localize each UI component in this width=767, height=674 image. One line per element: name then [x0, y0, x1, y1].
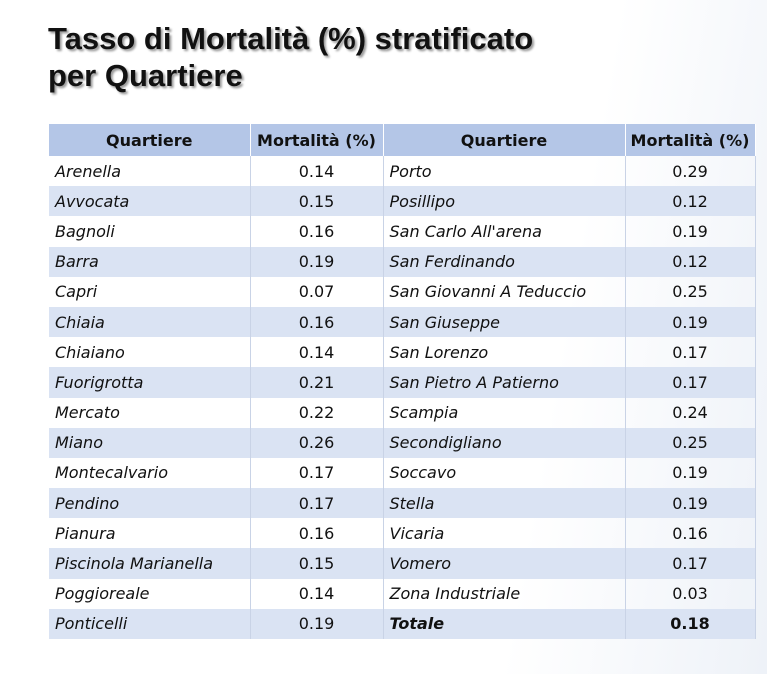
table-row: Avvocata 0.15 Posillipo 0.12	[49, 186, 756, 217]
table-row: Pianura 0.16 Vicaria 0.16	[49, 518, 756, 549]
district-cell: San Pietro A Patierno	[383, 367, 626, 398]
district-cell: Chiaia	[49, 306, 251, 338]
district-cell: Vomero	[383, 548, 626, 579]
district-cell: Pendino	[49, 488, 251, 519]
mortality-cell: 0.19	[625, 488, 756, 519]
column-header: Mortalità (%)	[250, 124, 384, 156]
district-cell: San Carlo All'arena	[383, 216, 626, 247]
mortality-cell: 0.17	[250, 457, 384, 489]
title-line: per Quartiere	[48, 58, 243, 93]
table-row: Fuorigrotta 0.21 San Pietro A Patierno 0.17	[49, 367, 756, 398]
table-row: Arenella 0.14 Porto 0.29	[49, 156, 756, 187]
mortality-cell: 0.16	[250, 306, 384, 338]
table-row: Bagnoli 0.16 San Carlo All'arena 0.19	[49, 216, 756, 247]
district-cell: Bagnoli	[49, 216, 251, 247]
header-row: Quartiere Mortalità (%) Quartiere Mortalità…	[49, 124, 756, 156]
title: Tasso di Mortalità (%) stratificato per …	[48, 20, 533, 94]
mortality-cell: 0.07	[250, 276, 384, 307]
mortality-cell: 0.19	[625, 216, 756, 247]
mortality-table: Quartiere Mortalità (%) Quartiere Mortalità…	[49, 124, 756, 639]
district-cell: Mercato	[49, 397, 251, 428]
mortality-cell: 0.16	[250, 518, 384, 549]
mortality-cell: 0.15	[250, 548, 384, 579]
district-cell: Soccavo	[383, 457, 626, 489]
mortality-cell: 0.19	[625, 306, 756, 338]
mortality-cell: 0.19	[250, 246, 384, 277]
district-cell: Miano	[49, 427, 251, 458]
district-cell: Poggioreale	[49, 578, 251, 609]
district-cell: Posillipo	[383, 186, 626, 217]
table-row: Mercato 0.22 Scampia 0.24	[49, 397, 756, 428]
district-cell: Porto	[383, 156, 626, 187]
table-row: Chiaiano 0.14 San Lorenzo 0.17	[49, 337, 756, 368]
mortality-cell: 0.19	[625, 457, 756, 489]
mortality-cell: 0.24	[625, 397, 756, 428]
district-cell: Chiaiano	[49, 337, 251, 368]
mortality-cell: 0.17	[625, 367, 756, 398]
mortality-cell: 0.12	[625, 246, 756, 277]
mortality-cell: 0.03	[625, 578, 756, 609]
district-cell: Avvocata	[49, 186, 251, 217]
mortality-cell: 0.14	[250, 337, 384, 368]
mortality-cell: 0.22	[250, 397, 384, 428]
table-row: Ponticelli 0.19 Totale 0.18	[49, 608, 756, 639]
district-cell: Zona Industriale	[383, 578, 626, 609]
mortality-cell: 0.17	[625, 548, 756, 579]
mortality-cell: 0.19	[250, 608, 384, 639]
district-cell: Barra	[49, 246, 251, 277]
district-cell: Arenella	[49, 156, 251, 187]
column-header: Mortalità (%)	[625, 124, 756, 156]
district-cell: Montecalvario	[49, 457, 251, 489]
table-row: Capri 0.07 San Giovanni A Teduccio 0.25	[49, 276, 756, 307]
mortality-cell: 0.17	[625, 337, 756, 368]
mortality-cell: 0.25	[625, 276, 756, 307]
mortality-cell: 0.14	[250, 156, 384, 187]
district-cell: San Lorenzo	[383, 337, 626, 368]
district-cell: Capri	[49, 276, 251, 307]
district-cell: Piscinola Marianella	[49, 548, 251, 579]
district-cell: San Ferdinando	[383, 246, 626, 277]
district-cell: Pianura	[49, 518, 251, 549]
district-cell: Vicaria	[383, 518, 626, 549]
table-row: Chiaia 0.16 San Giuseppe 0.19	[49, 306, 756, 338]
mortality-cell: 0.26	[250, 427, 384, 458]
mortality-cell: 0.18	[625, 608, 756, 639]
mortality-cell: 0.25	[625, 427, 756, 458]
table-body: Arenella 0.14 Porto 0.29 Avvocata 0.15 Posilli…	[49, 156, 756, 639]
table-row: Piscinola Marianella 0.15 Vomero 0.17	[49, 548, 756, 579]
district-cell: Stella	[383, 488, 626, 519]
district-cell: San Giuseppe	[383, 306, 626, 338]
mortality-cell: 0.16	[625, 518, 756, 549]
column-header: Quartiere	[49, 124, 251, 156]
table-row: Pendino 0.17 Stella 0.19	[49, 488, 756, 519]
mortality-cell: 0.29	[625, 156, 756, 187]
district-cell: Scampia	[383, 397, 626, 428]
table-row: Miano 0.26 Secondigliano 0.25	[49, 427, 756, 458]
district-cell: San Giovanni A Teduccio	[383, 276, 626, 307]
district-cell: Totale	[383, 608, 626, 639]
mortality-cell: 0.17	[250, 488, 384, 519]
district-cell: Secondigliano	[383, 427, 626, 458]
mortality-cell: 0.12	[625, 186, 756, 217]
table-row: Poggioreale 0.14 Zona Industriale 0.03	[49, 578, 756, 609]
table-row: Montecalvario 0.17 Soccavo 0.19	[49, 457, 756, 489]
mortality-cell: 0.16	[250, 216, 384, 247]
mortality-cell: 0.14	[250, 578, 384, 609]
mortality-cell: 0.15	[250, 186, 384, 217]
mortality-cell: 0.21	[250, 367, 384, 398]
table-row: Barra 0.19 San Ferdinando 0.12	[49, 246, 756, 277]
district-cell: Fuorigrotta	[49, 367, 251, 398]
title-line: Tasso di Mortalità (%) stratificato	[48, 21, 534, 56]
district-cell: Ponticelli	[49, 608, 251, 639]
column-header: Quartiere	[383, 124, 626, 156]
